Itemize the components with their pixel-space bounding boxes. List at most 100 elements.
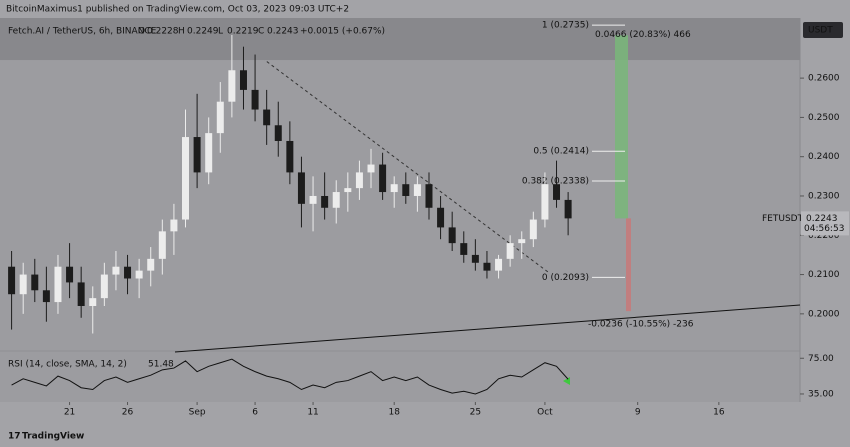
candle-body [437,207,445,228]
target-label: 0.0466 (20.83%) 466 [595,30,691,40]
x-tick-label: 25 [470,408,481,418]
y-tick-label: 0.2200 [808,231,840,241]
candle-body [54,266,62,303]
fib-label: 1 (0.2735) [542,21,589,31]
candle-body [31,274,39,291]
candle-body [251,89,259,110]
candle-body [19,274,27,295]
candle-body [158,231,166,259]
y-tick-label: 0.2600 [808,74,840,84]
legend-text: O [138,27,145,37]
fib-label: 0 (0.2093) [542,273,589,283]
target-zone [615,35,628,219]
legend-text: 0.2243 [267,27,299,37]
legend-text: 0.2219 [227,27,259,37]
rsi-tick-label: 75.00 [808,354,834,364]
candle-body [355,172,363,189]
candle-body [506,243,514,259]
candle-body [89,298,97,306]
candle-body [471,254,479,263]
candle-body [286,140,294,173]
x-tick-label: Sep [189,408,206,418]
last-price-box [801,211,849,236]
candle-body [100,274,108,299]
footer: TradingView [22,432,84,442]
candle-body [564,199,572,219]
x-tick-label: 11 [307,408,318,418]
candle-body [529,219,537,240]
candle-body [135,270,143,279]
currency-box [803,22,843,38]
candle-body [379,164,387,193]
support-line [174,304,801,353]
last-price: 0.2243 [806,214,838,224]
rsi-title: RSI (14, close, SMA, 14, 2) [8,360,127,370]
rsi-pane [0,352,800,402]
legend-text: H [178,27,185,37]
x-tick-label: 16 [713,408,725,418]
currency-label: USDT [808,26,833,36]
legend-text: 0.2249 [187,27,219,37]
ticker-label: FETUSDT [762,214,804,224]
y-tick-label: 0.2100 [808,270,840,280]
candle-body [193,137,201,173]
candle-body [390,184,398,193]
stop-zone [626,218,631,312]
logo: 17 [8,432,21,442]
candle-body [297,172,305,204]
x-tick-label: Oct [537,408,553,418]
candle-body [263,109,271,126]
candle-body [66,266,74,283]
candle-body [448,227,456,244]
rsi-line [11,358,569,395]
legend-text: +0.0015 (+0.67%) [300,27,385,37]
candle-body [42,290,50,303]
x-tick-label: 9 [635,408,641,418]
legend-text: Fetch.AI / TetherUS, 6h, BINANCE [8,27,157,37]
price-pane [0,18,800,350]
candle-body [402,184,410,196]
legend-text: L [218,27,223,37]
candle-body [495,258,503,271]
candle-body [321,195,329,208]
candle-body [182,137,190,220]
candle-body [205,133,213,173]
legend-text: 0.2228 [147,27,179,37]
candle-body [460,243,468,255]
x-tick-label: 18 [388,408,400,418]
y-tick-label: 0.2000 [808,309,840,319]
stop-label: -0.0236 (-10.55%) -236 [588,320,694,330]
candle-body [274,125,282,141]
x-tick-label: 21 [64,408,75,418]
rsi-tick-label: 35.00 [808,389,834,399]
fib-label: 0.382 (0.2338) [522,177,589,187]
resistance-zone [0,18,800,61]
candle-body [216,101,224,134]
trendline [237,39,549,273]
fib-label: 0.5 (0.2414) [533,147,589,157]
candle-body [518,239,526,244]
countdown: 04:56:53 [804,224,844,234]
candle-body [77,282,85,306]
legend-text: C [258,27,264,37]
candle-body [239,70,247,90]
candle-body [8,266,16,295]
candle-body [147,258,155,271]
candle-body [425,184,433,208]
candle-body [332,192,340,208]
rsi-value: 51.48 [148,360,174,370]
candle-body [367,164,375,173]
y-tick-label: 0.2300 [808,191,840,201]
candle-body [541,184,549,220]
x-tick-label: 6 [252,408,258,418]
y-tick-label: 0.2500 [808,113,840,123]
candle-body [112,266,120,275]
candle-body [553,184,561,200]
candle-body [170,219,178,232]
y-tick-label: 0.2400 [808,152,840,162]
candle-body [413,184,421,196]
header: BitcoinMaximus1 published on TradingView… [6,5,349,15]
candle-body [309,195,317,204]
candle-body [483,262,491,271]
